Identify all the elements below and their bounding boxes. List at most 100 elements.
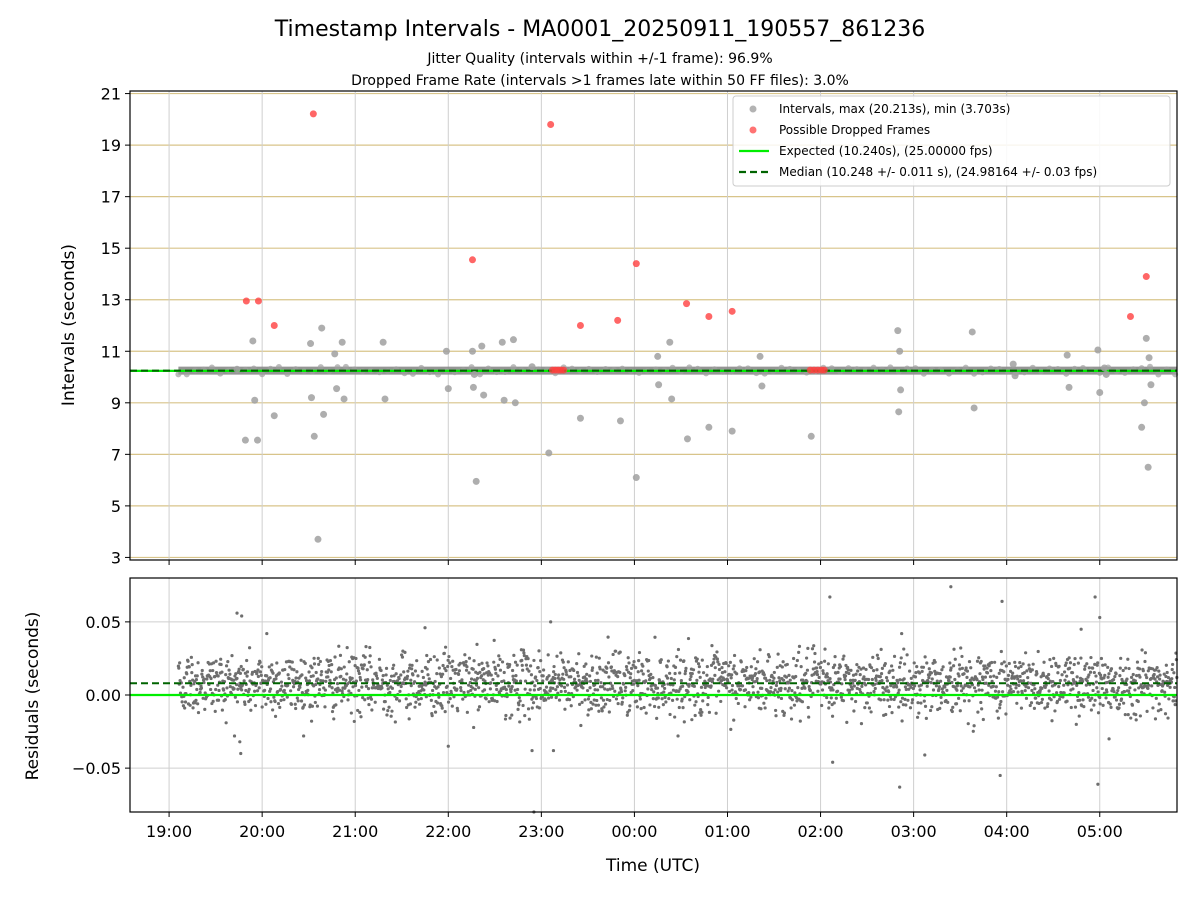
residual-point [695,678,699,682]
residual-point [693,713,697,718]
residual-outlier-point [240,614,244,618]
residual-point [768,690,773,694]
residual-point [596,688,600,692]
residual-point [946,700,950,704]
residual-point [794,674,798,679]
residual-point [937,685,941,689]
residual-point [588,686,592,690]
residual-point [845,720,849,725]
interval-point [314,535,322,543]
residual-point [1118,666,1122,670]
residual-point [441,672,445,676]
residual-point [466,690,470,694]
residual-point [1093,662,1097,666]
residual-point [667,696,671,701]
residual-point [1165,670,1169,675]
residual-point [384,666,389,670]
residual-point [699,685,704,689]
residual-point [1006,673,1011,677]
residual-point [248,698,253,702]
residual-point [830,714,835,718]
residual-point [214,671,219,675]
residual-point [681,706,685,710]
residual-point [504,688,508,692]
residual-point [999,649,1003,654]
residual-point [508,663,512,667]
residual-point [951,705,955,709]
residual-point [1095,663,1099,667]
residual-point [1011,689,1016,694]
residual-point [414,700,418,704]
residual-point [833,663,837,667]
residual-point [266,696,270,701]
residual-point [409,678,413,682]
residual-point [516,687,520,692]
dropped-frame-point [705,312,713,320]
residual-point [863,706,867,710]
residual-point [566,660,570,664]
residual-point [787,686,792,690]
residual-point [762,701,766,705]
residual-point [976,683,980,687]
interval-point [1140,399,1148,407]
residual-point [603,702,608,706]
residual-point [1000,690,1005,694]
residual-point [460,678,464,682]
residual-point [533,684,537,688]
residual-point [461,697,465,701]
residual-point [682,659,686,663]
residual-point [299,658,303,662]
residual-point [817,662,821,666]
residual-point [688,677,692,682]
residual-point [208,669,212,673]
residual-point [997,671,1001,675]
residual-point [509,690,513,694]
residual-point [957,663,962,667]
residual-point [920,669,924,674]
interval-point [320,410,328,418]
residual-point [1170,677,1174,681]
interval-point [208,364,215,371]
residual-point [1166,716,1170,720]
residual-outlier-point [551,748,556,753]
residual-point [815,672,820,677]
residual-point [1040,697,1044,701]
residual-point [897,688,901,692]
residual-point [980,707,984,711]
residual-point [480,661,484,665]
residual-point [995,709,999,713]
residual-point [228,672,232,676]
residual-point [366,696,370,700]
residual-outlier-point [949,585,953,589]
residual-point [220,708,224,712]
residual-point [520,658,524,662]
interval-point [1102,370,1110,378]
residual-point [279,680,284,684]
residual-point [869,710,873,714]
residual-point [1124,666,1128,670]
residual-point [416,697,420,701]
residual-point [388,690,392,695]
residual-point [855,662,859,667]
interval-point [896,347,904,355]
residual-point [232,678,236,682]
residual-point [959,684,963,688]
residual-point [296,699,300,703]
residual-point [947,678,951,682]
residual-point [597,709,601,713]
residual-point [857,665,861,669]
residual-point [247,687,251,691]
residual-point [428,657,433,662]
residual-point [436,701,440,705]
interval-point [654,352,662,360]
residual-point [445,690,449,695]
residual-outlier-point [831,760,835,764]
residual-point [290,660,294,664]
y-tick-label: 5 [111,497,121,516]
residual-point [307,679,312,683]
residual-point [1069,705,1073,710]
residual-point [1086,695,1091,699]
residual-point [831,688,835,692]
residual-point [1171,699,1175,703]
